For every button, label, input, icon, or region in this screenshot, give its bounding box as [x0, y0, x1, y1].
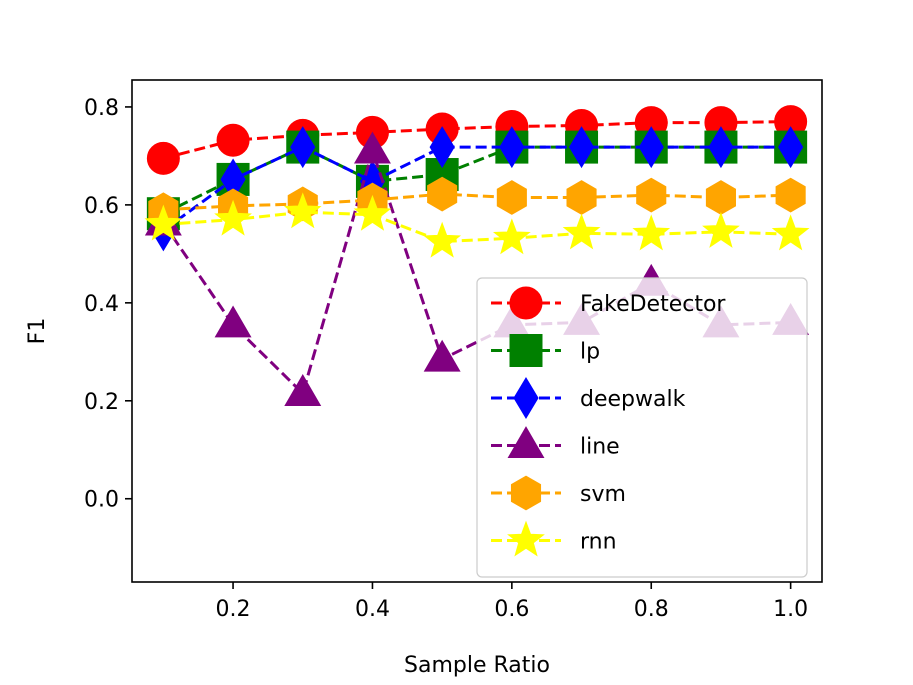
- x-tick-label: 0.4: [355, 597, 390, 622]
- data-point-rnn: [492, 218, 531, 255]
- legend-label: rnn: [580, 530, 617, 555]
- legend-item-fakedetector: FakeDetector: [491, 286, 726, 320]
- legend-marker: [507, 426, 545, 458]
- legend-marker: [509, 334, 543, 367]
- y-tick-label: 0.4: [84, 292, 119, 317]
- data-point-line: [214, 305, 252, 338]
- data-point-svm: [496, 180, 527, 215]
- series-rnn: [144, 192, 810, 258]
- legend: FakeDetector lp deepwalk line svm rnn: [476, 277, 808, 578]
- data-point-rnn: [214, 199, 252, 236]
- series-line-svm: [163, 192, 791, 212]
- y-tick-label: 0.8: [84, 96, 119, 121]
- data-point-svm: [427, 176, 458, 212]
- data-point-rnn: [702, 211, 740, 248]
- data-point-deepwalk: [778, 126, 804, 169]
- legend-item-deepwalk: deepwalk: [491, 377, 686, 419]
- legend-label: line: [580, 435, 620, 460]
- data-point-rnn: [632, 214, 671, 251]
- y-axis-label: F1: [25, 318, 50, 345]
- data-point-rnn: [423, 221, 462, 258]
- series-line-deepwalk: [162, 145, 791, 232]
- x-axis-label: Sample Ratio: [404, 653, 550, 678]
- data-point-line: [423, 339, 461, 372]
- x-tick-label: 1.0: [773, 597, 808, 622]
- legend-marker: [510, 475, 542, 511]
- legend-item-lp: lp: [491, 334, 600, 367]
- y-tick-label: 0.2: [84, 390, 119, 415]
- legend-box: [476, 277, 808, 578]
- data-point-deepwalk: [290, 126, 316, 169]
- legend-marker: [507, 520, 545, 557]
- x-tick-label: 0.8: [634, 597, 669, 622]
- legend-item-svm: svm: [491, 475, 626, 511]
- legend-label: svm: [580, 482, 626, 507]
- legend-marker: [513, 377, 539, 419]
- data-point-svm: [636, 177, 667, 213]
- data-point-fakedetector: [216, 123, 250, 157]
- data-point-deepwalk: [638, 126, 664, 169]
- data-point-deepwalk: [708, 126, 734, 169]
- legend-label: FakeDetector: [580, 292, 726, 317]
- legend-item-line: line: [491, 426, 620, 460]
- axes-frame: [131, 79, 823, 583]
- data-point-rnn: [353, 194, 392, 231]
- data-point-line: [353, 131, 391, 164]
- y-tick-label: 0.6: [84, 194, 119, 219]
- data-point-deepwalk: [499, 126, 525, 169]
- x-tick-label: 0.2: [216, 597, 251, 622]
- legend-label: lp: [580, 340, 600, 365]
- axes: 0.2 0.4 0.6 0.8 1.0 0.0 0.2 0.4 0.6 0.8 Sample Rat…: [25, 79, 823, 678]
- data-point-rnn: [562, 213, 601, 250]
- y-tick-label: 0.0: [84, 488, 119, 513]
- series-line-fakedetector: [163, 120, 791, 160]
- series-line-rnn: [163, 210, 791, 244]
- data-point-fakedetector: [146, 141, 180, 175]
- data-point-rnn: [144, 204, 183, 241]
- data-point-deepwalk: [568, 126, 595, 169]
- data-point-rnn: [771, 214, 810, 251]
- legend-label: deepwalk: [580, 387, 686, 412]
- data-point-deepwalk: [429, 126, 455, 169]
- legend-item-rnn: rnn: [491, 520, 617, 557]
- data-point-line: [284, 374, 322, 406]
- data-point-rnn: [283, 192, 322, 229]
- x-tick-label: 0.6: [494, 597, 529, 622]
- legend-marker: [509, 286, 543, 320]
- data-point-svm: [775, 177, 806, 213]
